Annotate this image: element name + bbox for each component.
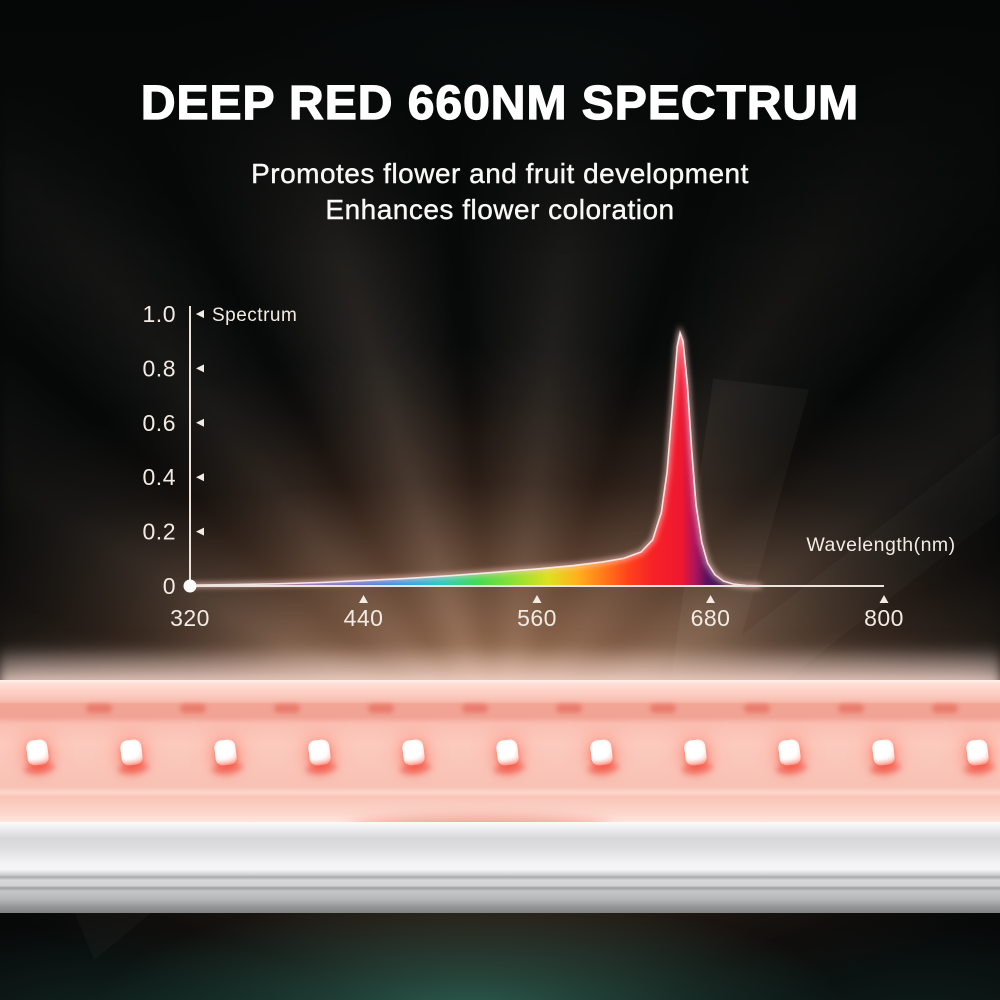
x-tick-label: 320: [170, 605, 210, 631]
spectrum-line: [189, 330, 762, 587]
y-tick-label: 0.6: [143, 410, 176, 436]
subtitle-line-1: Promotes flower and fruit development: [251, 158, 749, 189]
y-axis-title: Spectrum: [212, 305, 297, 326]
x-tick-mark: [532, 595, 542, 603]
y-tick-label: 0.8: [143, 355, 176, 381]
page-title: DEEP RED 660NM SPECTRUM: [140, 76, 860, 130]
x-tick-mark: [706, 595, 715, 603]
x-tick-mark: [879, 595, 889, 603]
y-tick-label: 0.4: [143, 464, 176, 490]
spectrum-area: [190, 333, 762, 586]
y-tick-label: 0: [163, 573, 176, 599]
x-axis-title: Wavelength(nm): [806, 534, 955, 556]
y-tick-mark: [196, 418, 204, 427]
origin-dot: [183, 579, 197, 593]
y-tick-label: 0.2: [143, 519, 176, 545]
y-tick-mark: [196, 364, 204, 373]
x-tick-mark: [359, 595, 368, 603]
y-tick-label: 1.0: [143, 301, 176, 327]
x-tick-label: 440: [344, 605, 384, 631]
x-tick-label: 680: [691, 605, 731, 631]
y-tick-mark: [196, 473, 204, 482]
subtitle-line-2: Enhances flower coloration: [325, 194, 675, 225]
x-tick-label: 560: [517, 605, 557, 631]
x-tick-label: 800: [864, 605, 904, 631]
y-axis-arrow: [196, 310, 204, 318]
y-tick-mark: [196, 527, 204, 536]
